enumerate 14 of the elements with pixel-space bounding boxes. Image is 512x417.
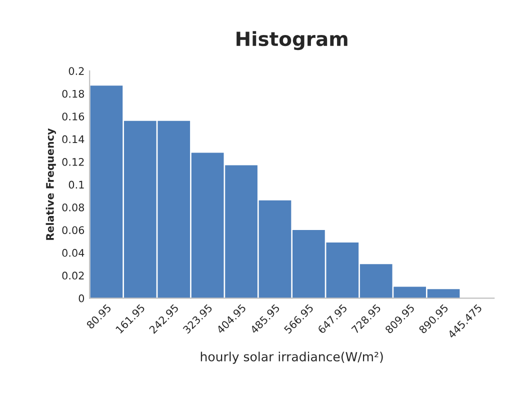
y-tick-label: 0.02 <box>62 272 84 280</box>
y-tick-label: 0.08 <box>62 203 84 212</box>
y-tick-label: 0.14 <box>62 135 84 144</box>
y-tick-label: 0.16 <box>62 112 84 120</box>
y-tick-label: 0.06 <box>62 226 84 234</box>
y-tick-label: 0.18 <box>62 90 84 98</box>
y-tick-label: 0.2 <box>68 67 84 75</box>
x-axis-title: hourly solar irradiance(W/m²) <box>200 352 383 364</box>
y-tick-label: 0 <box>78 294 84 302</box>
chart-title: Histogram <box>236 31 348 50</box>
y-axis-title: Relative Frequency <box>46 128 56 240</box>
y-tick-label: 0.04 <box>62 248 84 257</box>
y-tick-label: 0.12 <box>62 158 84 166</box>
y-tick-label: 0.1 <box>68 180 84 189</box>
